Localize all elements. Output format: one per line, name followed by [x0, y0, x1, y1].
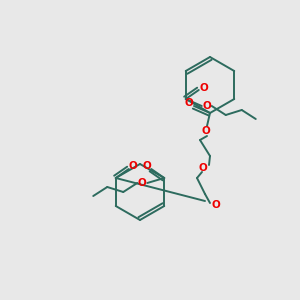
Text: O: O: [143, 161, 152, 171]
Text: O: O: [137, 178, 146, 188]
Text: O: O: [202, 101, 211, 111]
Text: O: O: [128, 161, 137, 171]
Text: O: O: [212, 200, 220, 210]
Text: O: O: [200, 83, 208, 93]
Text: O: O: [202, 127, 210, 136]
Text: O: O: [199, 163, 207, 173]
Text: O: O: [184, 98, 194, 108]
